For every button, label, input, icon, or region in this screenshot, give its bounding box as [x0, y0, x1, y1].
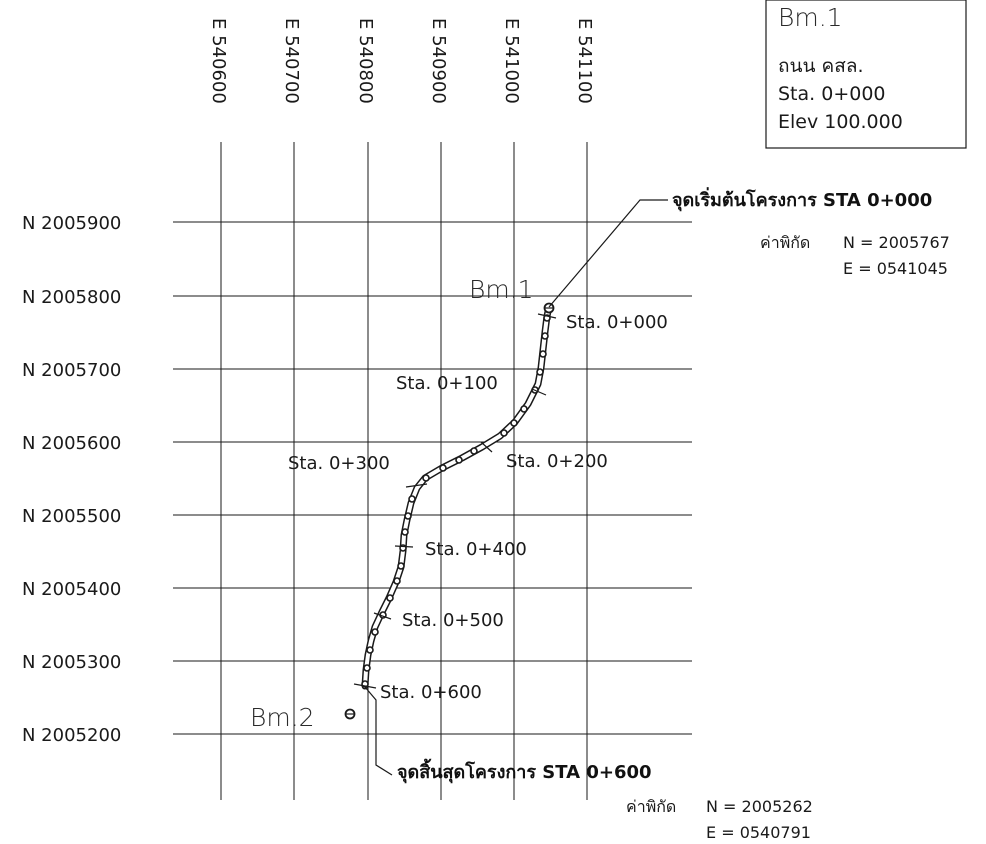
- alignment-marker: [455, 456, 463, 464]
- alignment-marker: [366, 646, 374, 654]
- station-tick-0100: [531, 388, 547, 396]
- alignment-marker: [536, 368, 544, 376]
- station-tick-0200: [480, 441, 493, 453]
- northing-label: N 2005500: [22, 506, 121, 527]
- easting-label: E 540800: [355, 18, 376, 104]
- alignment-marker: [371, 628, 379, 636]
- benchmark-box-station: Sta. 0+000: [778, 83, 886, 105]
- bm2-label: Bm.2: [250, 703, 315, 732]
- easting-grid-lines: [220, 142, 588, 800]
- easting-labels: E 540600 E 540700 E 540800 E 540900 E 54…: [208, 18, 595, 104]
- alignment-marker: [500, 429, 508, 437]
- easting-label: E 541100: [574, 18, 595, 104]
- end-northing: N = 2005262: [706, 797, 813, 816]
- easting-label: E 540900: [428, 18, 449, 104]
- benchmark-box-road: ถนน คสล.: [778, 55, 864, 77]
- northing-labels: N 2005900 N 2005800 N 2005700 N 2005600 …: [22, 213, 121, 746]
- start-northing: N = 2005767: [843, 233, 950, 252]
- alignment-marker: [470, 447, 478, 455]
- alignment-marker: [408, 495, 416, 503]
- alignment-marker: [510, 419, 518, 427]
- benchmark-box-title: Bm.1: [778, 3, 843, 32]
- alignment-marker: [520, 405, 528, 413]
- station-tick-0500: [373, 612, 392, 620]
- benchmark-info-box: Bm.1 ถนน คสล. Sta. 0+000 Elev 100.000: [765, 0, 967, 149]
- station-label-0500: Sta. 0+500: [402, 610, 504, 631]
- alignment-marker: [422, 474, 430, 482]
- alignment-marker: [439, 464, 447, 472]
- alignment-marker: [539, 350, 547, 358]
- end-easting: E = 0540791: [706, 823, 811, 842]
- start-coord-label: ค่าพิกัด: [760, 233, 810, 252]
- station-ticks: [353, 313, 557, 689]
- alignment-marker: [397, 562, 405, 570]
- end-coord-label: ค่าพิกัด: [626, 797, 676, 816]
- benchmark-box-frame: [765, 0, 967, 149]
- northing-label: N 2005200: [22, 725, 121, 746]
- alignment-marker: [401, 528, 409, 536]
- easting-label: E 540700: [281, 18, 302, 104]
- end-point-annotation: จุดสิ้นสุดโครงการ STA 0+600 ค่าพิกัด N =…: [364, 686, 813, 842]
- alignment-marker: [363, 664, 371, 672]
- alignment-marker: [386, 594, 394, 602]
- end-point-title: จุดสิ้นสุดโครงการ STA 0+600: [397, 758, 652, 784]
- station-labels: Sta. 0+000 Sta. 0+100 Sta. 0+200 Sta. 0+…: [288, 312, 668, 703]
- northing-label: N 2005900: [22, 213, 121, 234]
- station-tick-0000: [537, 313, 557, 319]
- northing-grid-lines: [173, 221, 692, 735]
- benchmark-box-elevation: Elev 100.000: [778, 111, 903, 133]
- alignment-marker: [541, 332, 549, 340]
- station-label-0300: Sta. 0+300: [288, 453, 390, 474]
- station-label-0400: Sta. 0+400: [425, 539, 527, 560]
- station-tick-0400: [394, 545, 414, 548]
- start-point-annotation: จุดเริ่มต้นโครงการ STA 0+000 ค่าพิกัด N …: [548, 187, 950, 308]
- northing-label: N 2005600: [22, 433, 121, 454]
- station-label-0200: Sta. 0+200: [506, 451, 608, 472]
- end-leader-line: [364, 686, 393, 776]
- benchmark-markers: Bm.1 Bm.2: [250, 275, 555, 732]
- alignment-marker: [404, 512, 412, 520]
- alignment-marker: [393, 577, 401, 585]
- start-leader-line: [548, 199, 668, 308]
- start-easting: E = 0541045: [843, 259, 948, 278]
- easting-label: E 540600: [208, 18, 229, 104]
- station-tick-0300: [405, 483, 428, 488]
- station-tick-0600: [353, 683, 377, 689]
- easting-label: E 541000: [501, 18, 522, 104]
- road-alignment: [361, 303, 553, 690]
- station-label-0000: Sta. 0+000: [566, 312, 668, 333]
- station-label-0100: Sta. 0+100: [396, 373, 498, 394]
- northing-label: N 2005800: [22, 287, 121, 308]
- station-label-0600: Sta. 0+600: [380, 682, 482, 703]
- northing-label: N 2005300: [22, 652, 121, 673]
- northing-label: N 2005400: [22, 579, 121, 600]
- bm1-label: Bm.1: [469, 275, 534, 304]
- start-point-title: จุดเริ่มต้นโครงการ STA 0+000: [672, 187, 932, 212]
- northing-label: N 2005700: [22, 360, 121, 381]
